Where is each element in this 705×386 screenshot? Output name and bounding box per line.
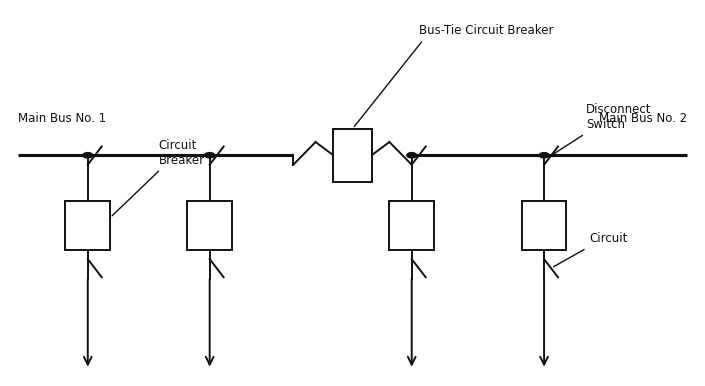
- Text: Main Bus No. 2: Main Bus No. 2: [599, 112, 687, 125]
- Circle shape: [539, 152, 549, 158]
- Text: Main Bus No. 1: Main Bus No. 1: [18, 112, 106, 125]
- Bar: [188, 201, 232, 250]
- Circle shape: [205, 152, 214, 158]
- Bar: [333, 129, 372, 182]
- Text: Bus-Tie Circuit Breaker: Bus-Tie Circuit Breaker: [354, 24, 553, 127]
- Bar: [389, 201, 434, 250]
- Circle shape: [83, 152, 92, 158]
- Bar: [66, 201, 110, 250]
- Text: Circuit: Circuit: [553, 232, 627, 267]
- Text: Circuit
Breaker: Circuit Breaker: [112, 139, 205, 216]
- Text: Disconnect
Switch: Disconnect Switch: [553, 103, 651, 154]
- Bar: [522, 201, 566, 250]
- Circle shape: [407, 152, 417, 158]
